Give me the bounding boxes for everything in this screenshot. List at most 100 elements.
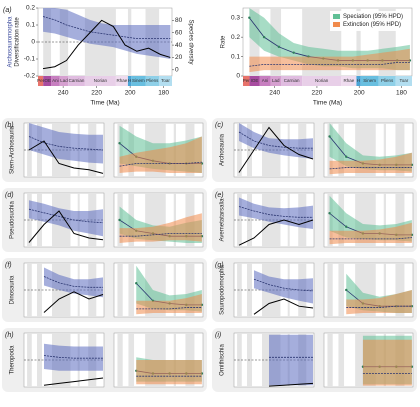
legend-swatch bbox=[333, 22, 340, 27]
x-tick-label: 220 bbox=[91, 90, 102, 97]
period-stripe bbox=[395, 123, 405, 177]
y-tick-label: -0.2 bbox=[24, 73, 36, 80]
series-line bbox=[43, 291, 104, 313]
y-axis-label: Pseudosuchia bbox=[10, 200, 16, 238]
point bbox=[292, 51, 295, 54]
point bbox=[345, 155, 348, 158]
point bbox=[328, 212, 331, 215]
legend-label: Extinction (95% HPD) bbox=[343, 22, 401, 28]
hpd-band bbox=[249, 48, 410, 73]
y-axis-label: Sauropodomorpha bbox=[220, 264, 226, 314]
y-tick-label: 0 bbox=[31, 39, 35, 46]
period-stripe bbox=[338, 263, 345, 317]
period-stripe bbox=[43, 8, 52, 76]
hpd-band bbox=[136, 360, 202, 385]
period-band bbox=[131, 76, 146, 86]
y-axis-label: Archosauromorpha bbox=[8, 16, 14, 68]
period-label: Per bbox=[243, 78, 251, 83]
period-band bbox=[84, 76, 116, 86]
period-label: Carnian bbox=[69, 78, 85, 83]
period-stripe bbox=[327, 263, 333, 317]
period-band bbox=[145, 76, 160, 86]
period-band bbox=[243, 76, 250, 86]
period-stripe bbox=[338, 333, 345, 387]
period-label: Lad bbox=[60, 78, 68, 83]
period-stripe bbox=[249, 8, 260, 76]
period-stripe bbox=[327, 333, 333, 387]
y-axis-label: Dinosauria bbox=[10, 275, 16, 304]
series-line bbox=[253, 278, 314, 292]
point bbox=[277, 45, 281, 49]
hpd-band bbox=[346, 290, 412, 315]
period-stripe bbox=[117, 263, 123, 317]
hpd-band bbox=[239, 123, 313, 159]
period-label: Ani bbox=[52, 78, 59, 83]
panel-title: (e) bbox=[215, 192, 224, 199]
period-label: Sinem bbox=[132, 78, 145, 83]
period-stripe bbox=[128, 263, 135, 317]
point bbox=[345, 225, 348, 228]
period-stripe bbox=[185, 263, 195, 317]
panel-title: (g) bbox=[215, 262, 224, 269]
hpd-band bbox=[362, 339, 412, 386]
series-line bbox=[268, 382, 314, 387]
hpd-band bbox=[254, 270, 313, 304]
point bbox=[118, 218, 121, 222]
period-band bbox=[341, 76, 357, 86]
x-tick-label: 180 bbox=[396, 90, 407, 97]
period-band bbox=[43, 76, 52, 86]
hpd-band bbox=[29, 200, 103, 237]
series-line bbox=[136, 307, 202, 310]
period-stripe bbox=[383, 263, 386, 317]
period-band bbox=[38, 76, 44, 86]
series-line bbox=[43, 355, 103, 359]
hpd-band bbox=[269, 334, 313, 386]
series-line bbox=[329, 167, 412, 170]
point bbox=[345, 288, 348, 292]
hpd-band bbox=[239, 197, 313, 229]
point bbox=[262, 35, 266, 39]
period-label: IOE bbox=[251, 78, 259, 83]
period-stripe bbox=[383, 193, 386, 247]
y-axis-label: Diversification rate bbox=[15, 17, 21, 67]
series-line bbox=[119, 233, 202, 237]
legend-label: Speciation (95% HPD) bbox=[343, 14, 403, 20]
hpd-band bbox=[44, 267, 103, 298]
period-band bbox=[395, 76, 412, 86]
panel-title: (f) bbox=[5, 262, 12, 269]
point bbox=[118, 142, 121, 145]
y2-tick-label: 20 bbox=[175, 54, 183, 61]
series-line bbox=[238, 131, 313, 149]
period-stripe bbox=[173, 263, 176, 317]
y-tick-label: -0.1 bbox=[24, 56, 36, 63]
period-band bbox=[68, 76, 85, 86]
y-axis-label: Ornithischia bbox=[220, 344, 226, 376]
y-tick-label: 0.3 bbox=[231, 14, 240, 21]
period-label: Ani bbox=[262, 78, 269, 83]
y2-tick-label: 60 bbox=[175, 29, 183, 36]
y-tick-label: 0 bbox=[236, 73, 240, 80]
series-line bbox=[119, 161, 202, 167]
hpd-band bbox=[329, 152, 412, 175]
period-stripe bbox=[173, 193, 176, 247]
series-line bbox=[238, 219, 314, 246]
series-line bbox=[43, 276, 103, 288]
period-label: H bbox=[357, 78, 360, 83]
y2-tick-label: 80 bbox=[175, 17, 183, 24]
panel-title: (c) bbox=[215, 122, 223, 129]
y-axis-label: Stem-Archosauria bbox=[10, 125, 16, 174]
legend-swatch bbox=[333, 14, 340, 19]
period-band bbox=[51, 76, 60, 86]
panel-title: (i) bbox=[215, 332, 221, 339]
y2-tick-label: 40 bbox=[175, 42, 183, 49]
y-axis-label: Theropoda bbox=[10, 345, 16, 375]
y-axis-label: Archosauria bbox=[220, 133, 226, 166]
period-label: IOE bbox=[43, 78, 51, 83]
point bbox=[328, 135, 331, 138]
hpd-band bbox=[43, 8, 171, 59]
period-stripe bbox=[383, 123, 386, 177]
period-label: Rhae bbox=[117, 78, 128, 83]
series-line bbox=[28, 208, 104, 224]
period-label: Pliens bbox=[381, 78, 394, 83]
